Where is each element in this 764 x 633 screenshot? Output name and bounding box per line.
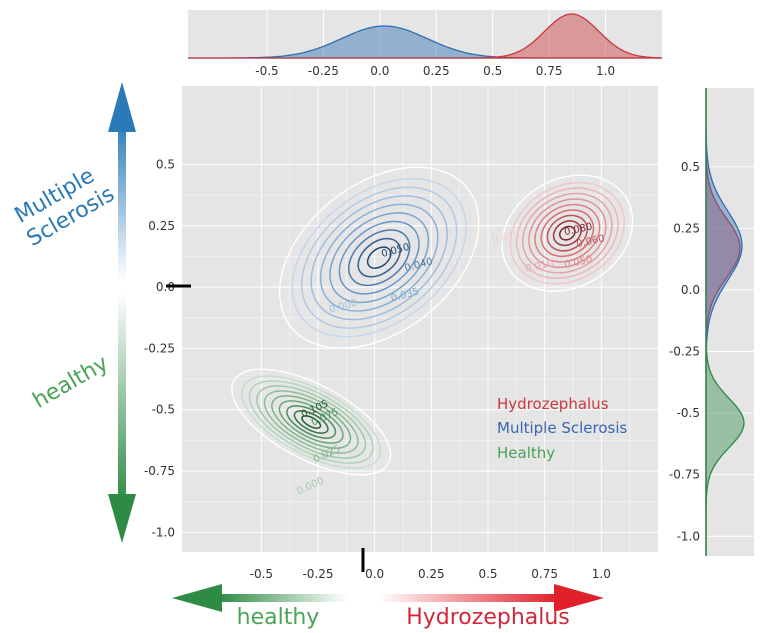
right-marginal-grid xyxy=(706,166,754,537)
right-tick-label: -0.75 xyxy=(669,468,700,482)
contour-hydrozephalus xyxy=(534,203,601,263)
y-tick-label: -1.0 xyxy=(152,525,175,539)
top-marginal-densities xyxy=(188,13,663,59)
arrow-left-shaft xyxy=(218,594,348,602)
contour-healthy xyxy=(241,375,382,469)
label-healthy-horizontal: healthy xyxy=(237,605,320,630)
contour-multiple-sclerosis xyxy=(338,220,420,295)
top-density-hydrozephalus xyxy=(188,13,663,59)
right-density-healthy xyxy=(705,88,745,556)
right-marginal-tick-labels: 0.5 0.25 0.0 -0.25 -0.5 -0.75 -1.0 xyxy=(669,160,700,543)
top-tick-label: 0.75 xyxy=(536,64,563,78)
contour-multiple-sclerosis xyxy=(366,246,392,269)
x-tick-label: 0.75 xyxy=(531,567,558,581)
contour-hydrozephalus xyxy=(540,209,595,258)
contour-healthy-outer xyxy=(231,368,392,476)
y-tick-label: 0.5 xyxy=(156,157,175,171)
contour-layer xyxy=(231,166,634,476)
label-multiple-sclerosis: Multiple Sclerosis xyxy=(10,159,119,252)
contour-multiple-sclerosis xyxy=(319,203,439,312)
arrow-right-shaft xyxy=(378,594,558,602)
x-tick-label: -0.25 xyxy=(302,567,333,581)
top-tick-label: 0.25 xyxy=(423,64,450,78)
contour-healthy xyxy=(271,395,352,449)
contour-multiple-sclerosis xyxy=(291,177,467,338)
contour-healthy xyxy=(256,385,367,459)
contour-hydrozephalus xyxy=(515,187,619,280)
contour-hydrozephalus xyxy=(558,225,576,241)
contour-healthy xyxy=(263,390,359,454)
arrow-down-shaft xyxy=(118,292,126,504)
contour-multiple-sclerosis-outer xyxy=(278,166,480,349)
x-tick-label: 0.25 xyxy=(418,567,445,581)
right-tick-label: -0.5 xyxy=(677,406,700,420)
x-tick-label: 0.0 xyxy=(365,567,384,581)
legend-entry-healthy: Healthy xyxy=(497,444,555,462)
right-tick-label: 0.5 xyxy=(681,160,700,174)
contour-multiple-sclerosis xyxy=(329,212,430,304)
contour-multiple-sclerosis xyxy=(301,186,458,329)
top-marginal-tick-labels: -0.5 -0.25 0.0 0.25 0.5 0.75 1.0 xyxy=(255,64,615,78)
arrow-up-shaft xyxy=(118,120,126,280)
arrow-down-head xyxy=(108,494,136,543)
contour-healthy xyxy=(248,380,374,464)
contour-hydrozephalus-outer xyxy=(501,174,634,292)
top-tick-label: 1.0 xyxy=(596,64,615,78)
top-marginal-grid xyxy=(266,10,607,58)
y-tick-label: 0.25 xyxy=(148,219,175,233)
contour-hydrozephalus xyxy=(552,220,582,247)
contour-hydrozephalus xyxy=(528,198,607,269)
x-tick-label: 1.0 xyxy=(592,567,611,581)
right-marginal-densities xyxy=(705,88,745,556)
right-tick-label: -0.25 xyxy=(669,345,700,359)
right-tick-label: 0.25 xyxy=(673,221,700,235)
main-grid xyxy=(182,86,658,552)
contour-multiple-sclerosis xyxy=(357,237,401,278)
contour-hydrozephalus xyxy=(521,192,613,274)
x-tick-label: -0.5 xyxy=(250,567,273,581)
contour-multiple-sclerosis xyxy=(348,229,411,287)
right-tick-label: -1.0 xyxy=(677,529,700,543)
label-hydrozephalus: Hydrozephalus xyxy=(406,605,570,630)
contour-hydrozephalus xyxy=(546,214,589,252)
arrow-right-head xyxy=(554,584,604,612)
contour-multiple-sclerosis xyxy=(310,195,448,321)
y-tick-label: -0.5 xyxy=(152,403,175,417)
legend: Hydrozephalus Multiple Sclerosis Healthy xyxy=(497,395,628,462)
legend-entry-hydrozephalus: Hydrozephalus xyxy=(497,395,609,413)
top-tick-label: -0.25 xyxy=(308,64,339,78)
top-tick-label: -0.5 xyxy=(255,64,278,78)
horizontal-arrow xyxy=(172,584,604,612)
contour-healthy xyxy=(293,410,329,434)
main-y-tick-labels: 0.5 0.25 0.0 -0.25 -0.5 -0.75 -1.0 xyxy=(144,157,175,539)
y-tick-label: 0.0 xyxy=(156,280,175,294)
top-tick-label: 0.5 xyxy=(483,64,502,78)
y-tick-label: -0.75 xyxy=(144,464,175,478)
contour-healthy xyxy=(301,415,322,429)
y-tick-label: -0.25 xyxy=(144,341,175,355)
right-marginal-panel xyxy=(706,88,754,556)
right-tick-label: 0.0 xyxy=(681,283,700,297)
contour-healthy xyxy=(286,405,337,439)
vertical-arrow xyxy=(108,82,136,543)
legend-entry-multiple-sclerosis: Multiple Sclerosis xyxy=(497,419,628,437)
arrow-up-head xyxy=(108,82,136,132)
top-tick-label: 0.0 xyxy=(370,64,389,78)
label-healthy-vertical: healthy xyxy=(29,351,113,414)
x-tick-label: 0.5 xyxy=(478,567,497,581)
contour-hydrozephalus xyxy=(509,181,626,285)
contour-healthy xyxy=(278,400,344,444)
main-x-tick-labels: -0.5 -0.25 0.0 0.25 0.5 0.75 1.0 xyxy=(250,567,611,581)
arrow-left-head xyxy=(172,584,222,612)
